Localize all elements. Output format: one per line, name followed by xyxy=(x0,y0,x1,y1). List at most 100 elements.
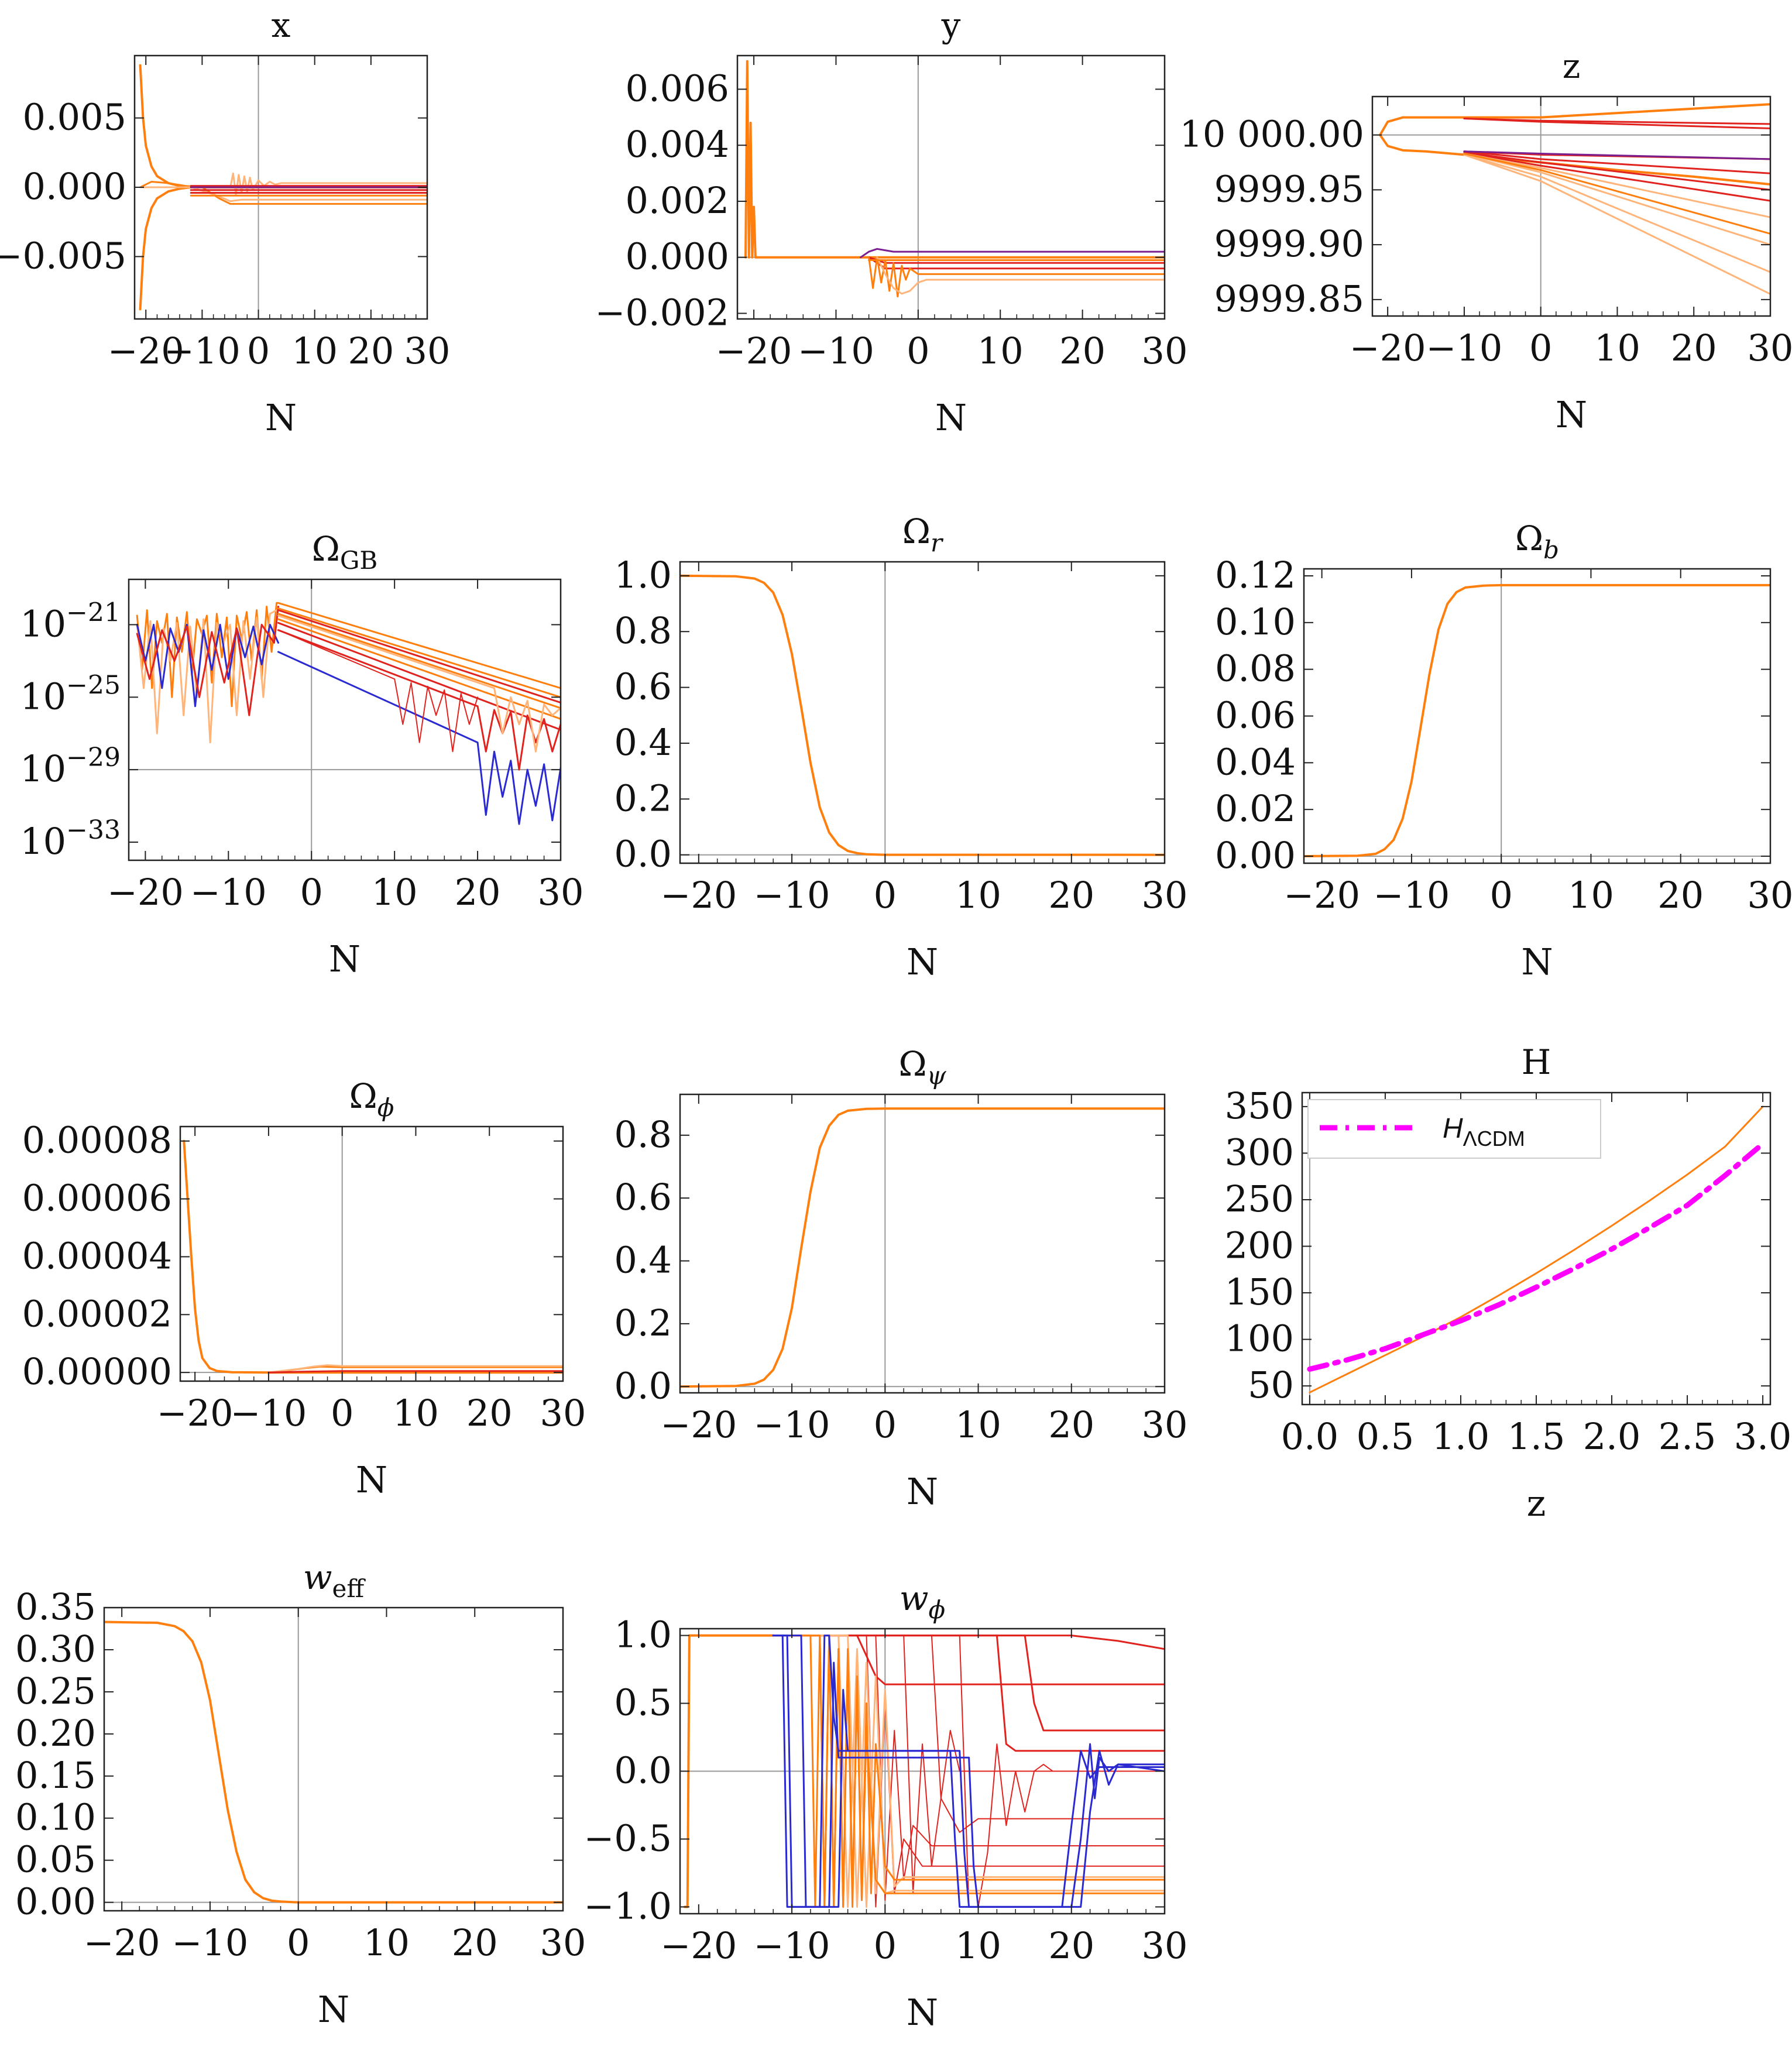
series-line-4 xyxy=(1463,118,1770,125)
x-tick-label: 30 xyxy=(540,1392,586,1434)
series-line-13 xyxy=(277,629,479,753)
series-line-4 xyxy=(267,1370,563,1374)
series-group xyxy=(183,1139,563,1374)
y-tick-label: 0.006 xyxy=(626,67,730,109)
y-tick-label: 0.04 xyxy=(1215,740,1296,783)
panel-w-phi: −20 −10 0 10 20 30 1.0 0.5 0.0 −0.5 −1.0 Nwϕ xyxy=(583,1578,1187,2034)
y-tick-label: 0.8 xyxy=(614,1113,672,1156)
plot-frame xyxy=(1371,95,1772,317)
y-tick-label: 0.35 xyxy=(15,1585,96,1628)
y-tick-label: 0.005 xyxy=(23,96,127,139)
x-tick-label: 0 xyxy=(1489,874,1512,916)
series-line-11 xyxy=(277,629,561,771)
x-tick-label: 30 xyxy=(1748,874,1792,916)
chart-title-main: Ω xyxy=(902,511,931,551)
panel-w-eff: −20 −10 0 10 20 300.350.300.250.200.150.100.0… xyxy=(15,1557,586,2031)
series-line-1 xyxy=(104,1620,563,1904)
y-tick-label: 300 xyxy=(1225,1131,1294,1173)
x-tick-label: −10 xyxy=(164,329,241,372)
y-tick-exponent: −25 xyxy=(66,670,121,700)
y-tick-base: 10 xyxy=(20,602,66,645)
series-line-2 xyxy=(860,248,1165,259)
y-tick-label: 0.10 xyxy=(1215,600,1296,643)
x-tick-label: 0.5 xyxy=(1357,1415,1415,1458)
series-group xyxy=(104,1620,563,1904)
x-tick-label: −20 xyxy=(157,1392,234,1434)
chart-title-main: w xyxy=(303,1557,332,1597)
y-tick-label: 1.0 xyxy=(614,1613,672,1656)
chart-title-subscript: GB xyxy=(340,546,377,575)
x-tick-label: 20 xyxy=(1048,1403,1094,1446)
y-tick-label: 0.000 xyxy=(626,235,730,278)
x-tick-label: 10 xyxy=(393,1392,439,1434)
y-tick-label: 0.002 xyxy=(626,179,730,222)
x-tick-label: −10 xyxy=(1374,874,1450,916)
x-tick-label: 0 xyxy=(874,1403,897,1446)
y-tick-label: 10−33 xyxy=(20,815,121,863)
x-tick-label: −20 xyxy=(660,1924,737,1967)
y-tick-label: 0.0 xyxy=(614,1749,672,1792)
y-tick-label: 9999.85 xyxy=(1214,277,1364,320)
x-tick-label: 20 xyxy=(348,329,394,372)
x-tick-label: 10 xyxy=(977,329,1024,372)
x-axis-label: N xyxy=(265,396,297,439)
chart-title: weff xyxy=(303,1557,366,1603)
x-tick-label: −10 xyxy=(1426,327,1503,369)
series-line-6 xyxy=(277,607,561,698)
y-tick-exponent: −33 xyxy=(66,815,121,845)
plot-frame xyxy=(103,1606,564,1912)
y-tick-label: 9999.95 xyxy=(1214,167,1364,210)
series-line-2 xyxy=(139,186,427,311)
x-tick-label: 10 xyxy=(372,871,418,914)
series-line-17 xyxy=(772,1635,1165,1908)
x-tick-label: 20 xyxy=(1671,327,1717,369)
y-tick-label: 250 xyxy=(1225,1177,1294,1220)
y-tick-base: 10 xyxy=(20,675,66,717)
series-group xyxy=(680,574,1165,856)
y-tick-label: 100 xyxy=(1225,1317,1294,1360)
x-tick-label: 0.0 xyxy=(1281,1415,1339,1458)
x-tick-label: 30 xyxy=(1142,1924,1188,1967)
chart-title-main: Ω xyxy=(1515,519,1543,558)
x-axis-label: N xyxy=(935,396,967,439)
series-line-6 xyxy=(876,256,1165,295)
y-tick-label: 10−21 xyxy=(20,598,121,645)
x-tick-label: −10 xyxy=(190,871,267,914)
chart-title-subscript: ϕ xyxy=(377,1093,394,1122)
series-line-2 xyxy=(136,609,278,744)
chart-title-main: w xyxy=(900,1578,929,1618)
chart-title-main: Ω xyxy=(312,529,340,569)
panel-omega-phi: −20−10 0 10 20 30 0.00008 0.00006 0.00004 0.0000… xyxy=(22,1076,586,1501)
y-tick-label: 0.20 xyxy=(15,1712,96,1755)
y-tick-label: 0.00002 xyxy=(22,1292,172,1335)
series-line-2 xyxy=(772,1635,1165,1650)
panel-z: −20 −10 0 10 20 30 10 000.00 9999.95 9999.90 9999… xyxy=(1179,46,1792,436)
x-tick-label: 0 xyxy=(874,1924,897,1967)
y-tick-label: 0.25 xyxy=(15,1670,96,1712)
x-axis-label: N xyxy=(907,1991,938,2034)
chart-title-subscript: b xyxy=(1543,535,1559,564)
chart-title-main: Ω xyxy=(349,1076,377,1116)
y-tick-label: 1.0 xyxy=(614,554,672,596)
x-axis-label: N xyxy=(1556,393,1587,436)
x-axis-label: N xyxy=(1521,940,1553,983)
x-tick-label: 20 xyxy=(1657,874,1704,916)
x-axis-label: N xyxy=(907,940,938,983)
series-line-12 xyxy=(277,651,561,825)
y-tick-label: 10−29 xyxy=(20,743,121,790)
x-tick-label: 0 xyxy=(247,329,270,372)
series-group xyxy=(1379,103,1770,295)
y-tick-label: 0.00006 xyxy=(22,1177,172,1220)
series-line-7 xyxy=(1463,152,1770,191)
x-tick-label: −20 xyxy=(1283,874,1360,916)
y-tick-label: 0.00000 xyxy=(22,1350,172,1393)
series-line-14 xyxy=(277,614,561,753)
series-group xyxy=(744,60,1165,298)
x-tick-label: 20 xyxy=(1059,329,1106,372)
series-line-3 xyxy=(267,1364,563,1374)
chart-title-subscript: eff xyxy=(332,1574,366,1603)
x-tick-label: 10 xyxy=(955,1924,1001,1967)
y-tick-label: 150 xyxy=(1225,1271,1294,1313)
x-tick-label: −20 xyxy=(107,871,184,914)
series-line-1 xyxy=(139,64,427,188)
